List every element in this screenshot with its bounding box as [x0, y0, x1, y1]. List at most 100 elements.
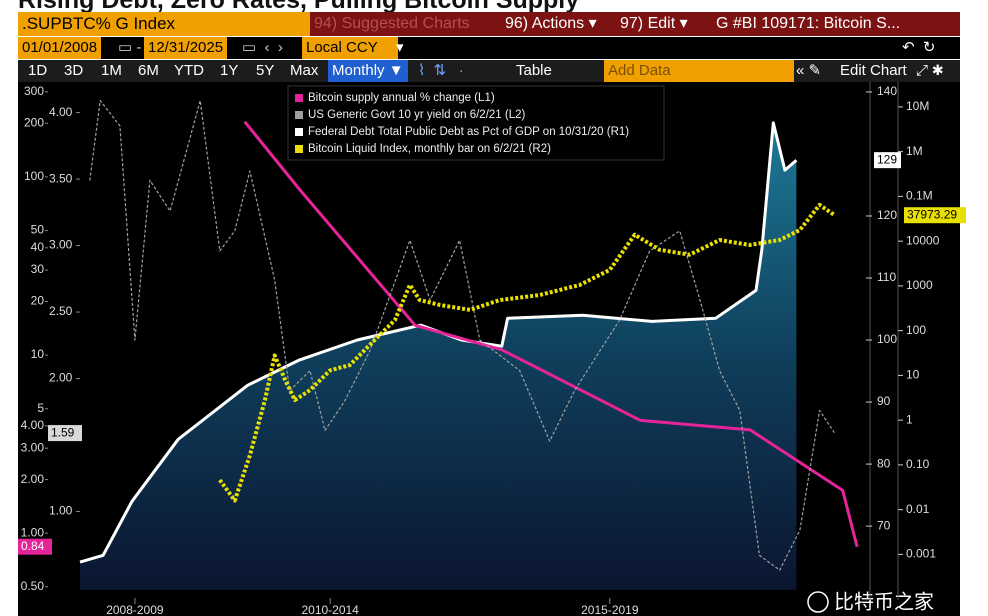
y-tick-label: 3.50	[49, 171, 73, 185]
page-title: Rising Debt, Zero Rates, Pulling Bitcoin…	[18, 0, 580, 14]
y-tick-label: 1.00	[49, 504, 73, 518]
menu-button[interactable]: 97) Edit ▾	[620, 15, 688, 32]
plot-area	[79, 100, 859, 591]
dropdown-icon[interactable]: ▾	[396, 39, 404, 56]
y-tick-label: 10000	[906, 233, 940, 247]
y-tick-label: 100	[906, 323, 926, 337]
y-tick-label: 2.00	[21, 472, 45, 486]
y-tick-label: 1	[906, 412, 913, 426]
y-tick-label: 140	[877, 84, 897, 98]
watermark-icon	[807, 591, 829, 613]
legend-swatch	[295, 145, 303, 153]
end-date[interactable]: 12/31/2025	[144, 37, 228, 59]
value-tag-box	[48, 425, 82, 442]
chart-id: G #BI 109171: Bitcoin S...	[716, 15, 901, 32]
y-tick-label: 4.00	[21, 418, 45, 432]
y-tick-label: 50	[31, 223, 45, 237]
y-tick-label: 3.00	[21, 440, 45, 454]
y-tick-label: 1M	[906, 144, 923, 158]
undo-redo-icons[interactable]: ↶ ↻	[902, 39, 936, 56]
x-tick-label: 2015-2019	[581, 603, 639, 616]
area	[80, 122, 797, 591]
value-tag: 37973.29	[907, 207, 957, 221]
legend-label: Bitcoin Liquid Index, monthly bar on 6/2…	[308, 143, 551, 155]
y-tick-label: 0.01	[906, 502, 930, 516]
value-tag: 0.84	[21, 539, 45, 553]
menu-button[interactable]: 94) Suggested Charts	[314, 15, 470, 32]
y-tick-label: 90	[877, 394, 891, 408]
period-button[interactable]: 3D	[64, 62, 84, 79]
period-button[interactable]: 6M	[138, 62, 159, 79]
y-tick-label: 30	[31, 262, 45, 276]
y-tick-label: 20	[31, 294, 45, 308]
y-tick-label: 1000	[906, 278, 933, 292]
y-tick-label: 10M	[906, 99, 929, 113]
period-button[interactable]: 1M	[101, 62, 122, 79]
series-line	[243, 120, 859, 548]
collapse-icon[interactable]: « ✎	[796, 62, 822, 79]
y-tick-label: 2.50	[49, 304, 73, 318]
legend-label: Bitcoin supply annual % change (L1)	[308, 92, 495, 104]
y-tick-label: 200	[24, 115, 44, 129]
y-tick-label: 300	[24, 84, 44, 98]
period-button[interactable]: Max	[290, 62, 319, 79]
table-button[interactable]: Table	[516, 62, 552, 79]
y-tick-label: 40	[31, 240, 45, 254]
y-tick-label: 80	[877, 456, 891, 470]
legend-swatch	[295, 111, 303, 119]
legend-label: US Generic Govt 10 yr yield on 6/2/21 (L…	[308, 109, 525, 121]
y-tick-label: 120	[877, 208, 897, 222]
toolbar-row: .SUPBTC% G Index 94) Suggested Charts 96…	[18, 12, 960, 36]
y-tick-label: 100	[24, 169, 44, 183]
value-tag: 1.59	[51, 425, 75, 439]
currency-field[interactable]: Local CCY	[302, 37, 398, 59]
x-tick-label: 2008-2009	[106, 603, 164, 616]
y-tick-label: 100	[877, 332, 897, 346]
nav-icons[interactable]: ▭ ‹ ›	[242, 39, 283, 56]
overlay: 比特币之家 300 200 100 50 40 30 20 10 5 4.00 3.00 2.00 1.…	[18, 82, 966, 616]
y-tick-label: 4.00	[49, 105, 73, 119]
toolbar-row: 01/01/2008 ▭ - 12/31/2025 ▭ ‹ › Local CC…	[18, 37, 960, 59]
menu-button[interactable]: 96) Actions ▾	[505, 15, 597, 32]
value-tag: 129	[877, 152, 897, 166]
settings-icons[interactable]: ⤢ ✱	[916, 62, 944, 79]
y-tick-label: 0.1M	[906, 189, 933, 203]
security-field[interactable]: .SUPBTC% G Index	[18, 12, 310, 36]
period-button[interactable]: YTD	[174, 62, 204, 79]
period-button[interactable]: 1Y	[220, 62, 239, 79]
add-data-field[interactable]: Add Data	[604, 60, 794, 82]
start-date[interactable]: 01/01/2008	[18, 37, 102, 59]
series-line	[218, 202, 836, 503]
frequency-button[interactable]: Monthly ▼	[328, 60, 408, 82]
toolbar-row: 1D 3D 1M 6M YTD 1Y 5Y Max Monthly ▼ ⌇ ⇅ …	[18, 60, 960, 82]
period-button[interactable]: 1D	[28, 62, 48, 79]
legend-label: Federal Debt Total Public Debt as Pct of…	[308, 126, 629, 138]
series-line	[79, 121, 798, 564]
edit-chart-button[interactable]: Edit Chart	[840, 62, 907, 79]
value-tag-box	[904, 207, 966, 224]
watermark: 比特币之家	[834, 590, 934, 613]
period-button[interactable]: 5Y	[256, 62, 275, 79]
legend-swatch	[295, 128, 303, 136]
y-tick-label: 5	[37, 401, 44, 415]
legend-box	[287, 85, 665, 161]
y-tick-label: 2.00	[49, 371, 73, 385]
chart-type-icons[interactable]: ⌇ ⇅ ·	[418, 62, 464, 79]
y-tick-label: 10	[906, 368, 920, 382]
series-line	[89, 100, 836, 571]
separator: ▭ -	[118, 39, 142, 56]
y-tick-label: 3.00	[49, 238, 73, 252]
value-tag-box	[18, 538, 52, 555]
y-tick-label: 10	[31, 347, 45, 361]
y-tick-label: 0.10	[906, 457, 930, 471]
legend-swatch	[295, 94, 303, 102]
y-tick-label: 1.00	[21, 525, 45, 539]
y-tick-label: 70	[877, 518, 891, 532]
y-tick-label: 0.50	[21, 579, 45, 593]
y-tick-label: 110	[877, 270, 896, 284]
x-tick-label: 2010-2014	[301, 603, 359, 616]
value-tag-box	[874, 152, 901, 169]
y-tick-label: 0.001	[906, 547, 936, 561]
